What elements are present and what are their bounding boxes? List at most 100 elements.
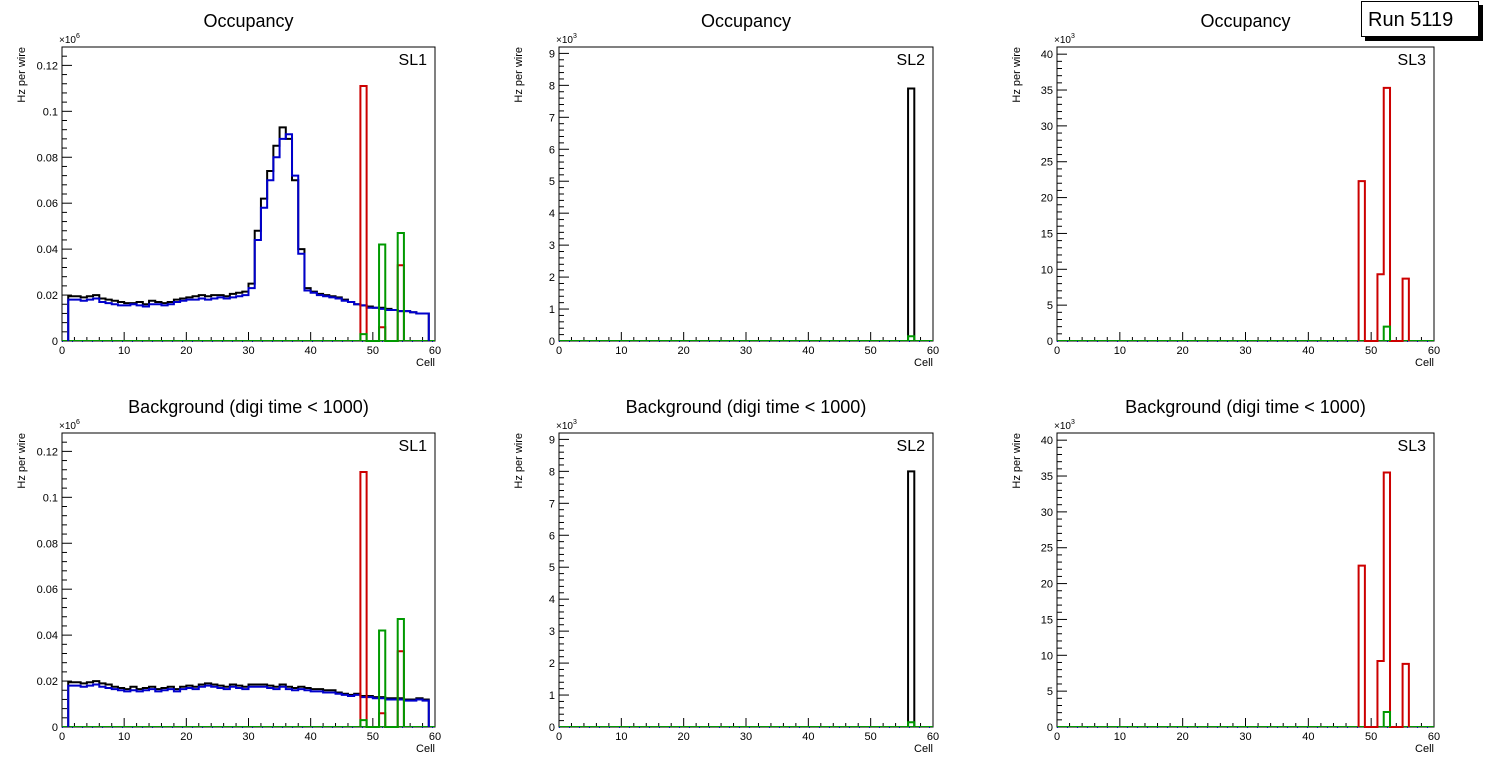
x-tick-label: 20 xyxy=(180,731,192,743)
histogram-series-green xyxy=(359,232,405,342)
x-tick-label: 0 xyxy=(59,345,65,357)
x-tick-label: 0 xyxy=(59,731,65,743)
x-axis-ticks: 0 10 20 30 40 50 60 xyxy=(1054,718,1440,743)
x-axis-label: Cell xyxy=(416,743,435,755)
x-tick-label: 40 xyxy=(305,731,317,743)
x-tick-label: 50 xyxy=(367,345,379,357)
y-tick-label: 0.12 xyxy=(37,446,58,458)
x-tick-label: 50 xyxy=(865,731,877,743)
x-axis-label: Cell xyxy=(1415,357,1434,369)
y-axis-label: Hz per wire xyxy=(16,433,28,489)
y-tick-label: 30 xyxy=(1041,121,1053,133)
histogram-series-green xyxy=(907,335,916,341)
histogram-series-black xyxy=(67,126,430,341)
y-tick-label: 0.04 xyxy=(37,244,58,256)
y-tick-label: 6 xyxy=(549,144,555,156)
histogram-series-red xyxy=(1357,471,1410,728)
y-tick-label: 0.02 xyxy=(37,290,58,302)
superlayer-label: SL1 xyxy=(399,438,428,455)
y-tick-label: 9 xyxy=(549,434,555,446)
y-tick-label: 0 xyxy=(52,336,58,348)
histogram-series-blue xyxy=(67,133,430,341)
plot-frame xyxy=(558,46,934,342)
y-tick-label: 0 xyxy=(1047,336,1053,348)
histogram-series-red xyxy=(1357,86,1410,342)
chart-title: Background (digi time < 1000) xyxy=(128,397,369,417)
x-axis-label: Cell xyxy=(416,357,435,369)
y-tick-label: 25 xyxy=(1041,157,1053,169)
y-tick-label: 15 xyxy=(1041,614,1053,626)
y-tick-label: 7 xyxy=(549,498,555,510)
y-axis-ticks: 0 1 2 3 4 5 6 7 8 9 xyxy=(549,46,569,348)
y-axis-label: Hz per wire xyxy=(16,47,28,103)
x-tick-label: 30 xyxy=(1239,345,1251,357)
y-tick-label: 10 xyxy=(1041,264,1053,276)
y-axis-label: Hz per wire xyxy=(513,47,525,103)
chart-title: Occupancy xyxy=(203,11,293,31)
axis-multiplier: ×103 xyxy=(556,419,577,432)
x-tick-label: 0 xyxy=(556,345,562,357)
y-axis-ticks: 0 0.02 0.04 0.06 0.08 0.1 0.12 xyxy=(37,432,72,734)
superlayer-label: SL2 xyxy=(897,52,926,69)
x-tick-label: 60 xyxy=(927,731,939,743)
y-tick-label: 4 xyxy=(549,208,555,220)
y-tick-label: 0.08 xyxy=(37,152,58,164)
y-tick-label: 20 xyxy=(1041,579,1053,591)
x-tick-label: 0 xyxy=(556,731,562,743)
superlayer-label: SL3 xyxy=(1398,52,1427,69)
y-tick-label: 30 xyxy=(1041,507,1053,519)
chart-panel-6: Background (digi time < 1000)0 10 20 30 40 50… xyxy=(1011,397,1440,755)
x-axis-ticks: 0 10 20 30 40 50 60 xyxy=(1054,332,1440,357)
y-tick-label: 6 xyxy=(549,530,555,542)
y-tick-label: 5 xyxy=(1047,300,1053,312)
y-axis-ticks: 0 5 10 15 20 25 30 35 40 xyxy=(1041,432,1067,734)
x-tick-label: 10 xyxy=(118,345,130,357)
y-tick-label: 10 xyxy=(1041,650,1053,662)
chart-title: Background (digi time < 1000) xyxy=(626,397,867,417)
superlayer-label: SL1 xyxy=(399,52,428,69)
x-tick-label: 20 xyxy=(678,345,690,357)
x-tick-label: 50 xyxy=(1365,731,1377,743)
chart-panel-4: Background (digi time < 1000) 0 10 20 30 40 50… xyxy=(16,397,441,755)
y-tick-label: 5 xyxy=(549,562,555,574)
histogram-series-black xyxy=(907,87,916,341)
histogram-series-green xyxy=(1382,710,1392,727)
y-tick-label: 0.02 xyxy=(37,676,58,688)
y-tick-label: 8 xyxy=(549,466,555,478)
x-tick-label: 60 xyxy=(429,345,441,357)
x-tick-label: 40 xyxy=(1302,345,1314,357)
x-tick-label: 0 xyxy=(1054,731,1060,743)
x-axis-ticks: 0 10 20 30 40 50 60 xyxy=(59,718,441,743)
y-tick-label: 40 xyxy=(1041,435,1053,447)
y-tick-label: 2 xyxy=(549,272,555,284)
y-tick-label: 8 xyxy=(549,80,555,92)
axis-multiplier: ×106 xyxy=(59,419,80,432)
y-tick-label: 9 xyxy=(549,48,555,60)
x-axis-label: Cell xyxy=(1415,743,1434,755)
histogram-series-green xyxy=(907,721,916,727)
x-tick-label: 40 xyxy=(802,345,814,357)
y-tick-label: 0.1 xyxy=(43,106,58,118)
y-tick-label: 0 xyxy=(1047,722,1053,734)
x-tick-label: 50 xyxy=(1365,345,1377,357)
y-axis-label: Hz per wire xyxy=(1011,47,1023,103)
y-tick-label: 7 xyxy=(549,112,555,124)
y-tick-label: 2 xyxy=(549,658,555,670)
y-tick-label: 4 xyxy=(549,594,555,606)
chart-panel-3: Occupancy 0 10 20 30 40 50 60 0 5 10 15 20 25 30 35 40 Ce… xyxy=(1011,11,1440,369)
y-axis-ticks: 0 5 10 15 20 25 30 35 40 xyxy=(1041,46,1067,348)
y-tick-label: 0.06 xyxy=(37,198,58,210)
y-tick-label: 0 xyxy=(549,722,555,734)
y-tick-label: 35 xyxy=(1041,471,1053,483)
y-tick-label: 0.04 xyxy=(37,630,58,642)
x-tick-label: 20 xyxy=(678,731,690,743)
x-tick-label: 30 xyxy=(740,731,752,743)
y-tick-label: 0.08 xyxy=(37,538,58,550)
x-tick-label: 40 xyxy=(802,731,814,743)
y-axis-label: Hz per wire xyxy=(513,433,525,489)
x-axis-label: Cell xyxy=(914,357,933,369)
x-tick-label: 20 xyxy=(1177,345,1189,357)
y-tick-label: 5 xyxy=(1047,686,1053,698)
x-tick-label: 60 xyxy=(1428,345,1440,357)
